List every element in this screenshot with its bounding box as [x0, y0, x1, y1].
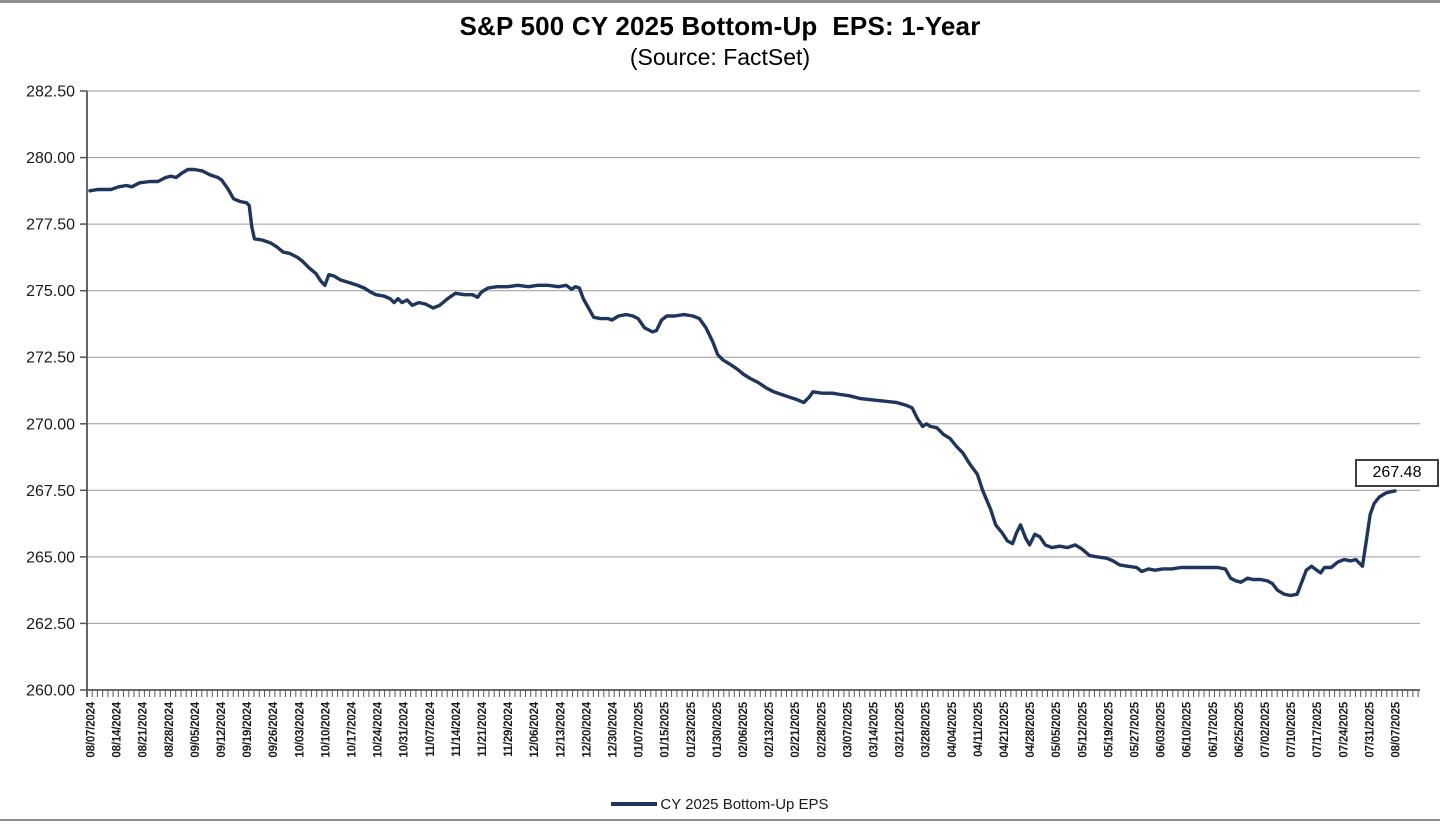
x-tick-label: 08/28/2024: [164, 701, 176, 757]
chart-subtitle: (Source: FactSet): [629, 44, 811, 70]
y-tick-label: 260.00: [26, 683, 75, 700]
x-tick-label: 07/31/2025: [1364, 701, 1376, 757]
x-tick-label: 06/25/2025: [1234, 701, 1246, 757]
x-tick-label: 08/07/2025: [1391, 701, 1403, 757]
x-tick-label: 10/31/2024: [399, 701, 411, 757]
x-tick-label: 11/21/2024: [477, 701, 489, 757]
x-tick-label: 07/24/2025: [1338, 701, 1350, 757]
x-tick-label: 05/05/2025: [1051, 701, 1063, 757]
y-tick-label: 282.50: [26, 84, 75, 101]
y-tick-label: 270.00: [26, 416, 75, 433]
x-tick-label: 10/10/2024: [320, 701, 332, 757]
x-tick-label: 08/07/2024: [86, 701, 98, 757]
x-tick-label: 05/12/2025: [1077, 701, 1089, 757]
x-tick-label: 12/06/2024: [529, 701, 541, 757]
x-tick-label: 10/24/2024: [373, 701, 385, 757]
x-tick-label: 01/07/2025: [634, 701, 646, 757]
x-tick-label: 06/10/2025: [1182, 701, 1194, 757]
x-tick-label: 12/30/2024: [608, 701, 620, 757]
x-tick-label: 01/15/2025: [660, 701, 672, 757]
x-tick-label: 02/13/2025: [764, 701, 776, 757]
x-tick-label: 07/10/2025: [1286, 701, 1298, 757]
x-tick-label: 09/19/2024: [242, 701, 254, 757]
x-tick-label: 02/28/2025: [816, 701, 828, 757]
latest-value-annotation: 267.48: [1355, 459, 1439, 487]
y-tick-label: 275.00: [26, 283, 75, 300]
y-tick-label: 267.50: [26, 483, 75, 500]
x-tick-label: 03/28/2025: [921, 701, 933, 757]
x-tick-label: 08/14/2024: [112, 701, 124, 757]
x-tick-label: 12/20/2024: [581, 701, 593, 757]
y-tick-label: 280.00: [26, 150, 75, 167]
top-border-bar: [0, 0, 1440, 3]
bottom-border-line: [0, 819, 1440, 821]
x-tick-label: 06/17/2025: [1208, 701, 1220, 757]
x-tick-label: 04/04/2025: [947, 701, 959, 757]
x-tick-label: 03/14/2025: [869, 701, 881, 757]
x-tick-label: 07/17/2025: [1312, 701, 1324, 757]
x-tick-label: 08/21/2024: [138, 701, 150, 757]
x-tick-label: 09/26/2024: [268, 701, 280, 757]
x-tick-label: 01/30/2025: [712, 701, 724, 757]
x-tick-label: 03/21/2025: [895, 701, 907, 757]
x-tick-label: 02/06/2025: [738, 701, 750, 757]
x-tick-label: 11/14/2024: [451, 701, 463, 757]
x-tick-label: 11/07/2024: [425, 701, 437, 757]
x-tick-label: 09/12/2024: [216, 701, 228, 757]
legend-line-swatch: [611, 802, 658, 806]
x-tick-label: 05/27/2025: [1130, 701, 1142, 757]
y-tick-label: 262.50: [26, 616, 75, 633]
x-tick-label: 11/29/2024: [503, 701, 515, 757]
x-tick-label: 01/23/2025: [686, 701, 698, 757]
x-tick-label: 04/11/2025: [973, 701, 985, 757]
legend-label: CY 2025 Bottom-Up EPS: [660, 795, 829, 813]
y-tick-label: 272.50: [26, 350, 75, 367]
x-tick-label: 02/21/2025: [790, 701, 802, 757]
x-tick-label: 04/28/2025: [1025, 701, 1037, 757]
x-tick-label: 09/05/2024: [190, 701, 202, 757]
x-tick-label: 10/03/2024: [294, 701, 306, 757]
x-tick-label: 10/17/2024: [347, 701, 359, 757]
x-tick-label: 04/21/2025: [999, 701, 1011, 757]
legend: CY 2025 Bottom-Up EPS: [0, 793, 1440, 815]
y-tick-label: 265.00: [26, 549, 75, 566]
x-tick-label: 07/02/2025: [1260, 701, 1272, 757]
x-tick-label: 03/07/2025: [842, 701, 854, 757]
x-tick-label: 12/13/2024: [555, 701, 567, 757]
y-tick-label: 277.50: [26, 217, 75, 234]
x-tick-label: 06/03/2025: [1156, 701, 1168, 757]
eps-series-line: [88, 167, 1397, 598]
chart-title: S&P 500 CY 2025 Bottom-Up EPS: 1-Year: [459, 11, 981, 41]
x-tick-label: 05/19/2025: [1103, 701, 1115, 757]
